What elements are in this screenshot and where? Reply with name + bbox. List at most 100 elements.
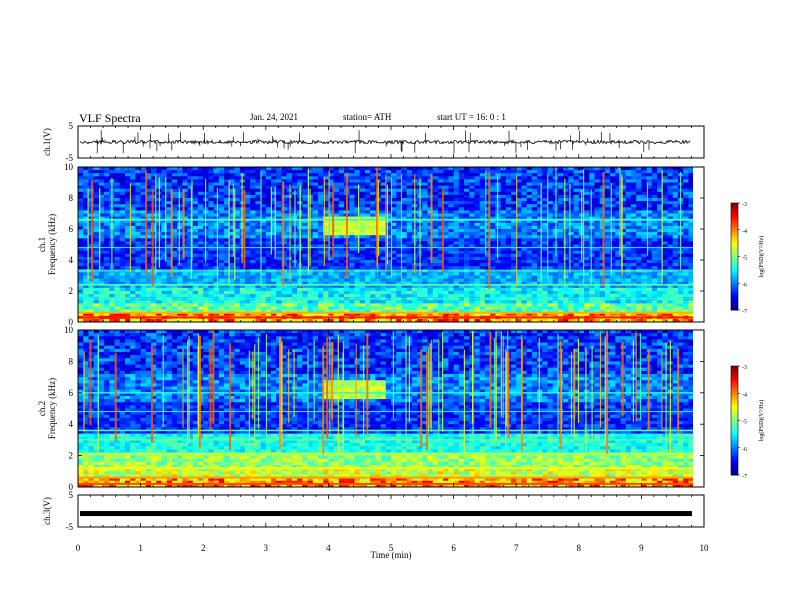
sferic-streak <box>199 335 201 449</box>
sferic-streak <box>265 334 268 437</box>
sferic-streak <box>114 352 117 441</box>
sferic-streak <box>420 349 423 448</box>
sferic-streak <box>83 351 85 432</box>
sferic-streak <box>99 187 101 271</box>
sferic-streak <box>158 177 160 268</box>
sferic-streak <box>323 178 325 266</box>
sferic-streak <box>463 349 465 454</box>
colorbar-tick-label: -6 <box>742 447 747 453</box>
sferic-streak <box>345 172 348 279</box>
x-tick-label: 7 <box>514 543 519 553</box>
sferic-streak <box>555 167 557 256</box>
sferic-streak <box>564 178 566 284</box>
sferic-streak <box>485 171 487 255</box>
sferic-streak <box>442 331 444 432</box>
colorbar-tick-label: -4 <box>742 392 747 398</box>
sferic-streak <box>428 347 430 434</box>
sferic-streak <box>331 341 334 421</box>
colorbar-tick-label: -5 <box>742 420 747 426</box>
colorbar-tick-label: -4 <box>742 229 747 235</box>
sferic-streak <box>332 183 335 258</box>
frequency-band <box>78 476 704 479</box>
x-axis-label: Time (min) <box>371 550 412 560</box>
sferic-streak <box>205 178 207 263</box>
sferic-streak <box>400 173 403 283</box>
sferic-streak <box>279 337 281 450</box>
sferic-streak <box>665 342 667 447</box>
waveform-panel-3 <box>80 511 692 517</box>
x-tick-label: 1 <box>138 543 143 553</box>
sferic-streak <box>191 179 193 261</box>
sferic-streak <box>151 346 153 443</box>
sferic-streak <box>165 177 167 263</box>
sferic-streak <box>216 187 218 291</box>
y-tick-label: 10 <box>64 325 74 335</box>
sferic-streak <box>274 186 276 259</box>
sferic-streak <box>182 189 185 260</box>
waveform-trace <box>79 139 691 145</box>
sferic-streak <box>425 351 428 451</box>
sferic-streak <box>111 177 113 270</box>
sferic-streak <box>299 189 301 288</box>
y-tick-label: 4 <box>69 255 74 265</box>
sferic-streak <box>408 336 410 423</box>
sferic-streak <box>599 333 602 428</box>
sferic-streak <box>441 188 444 273</box>
sferic-streak <box>639 333 642 420</box>
sferic-streak <box>209 347 212 431</box>
sferic-streak <box>610 182 612 276</box>
y-tick-label: 6 <box>69 388 74 398</box>
station-label: station= ATH <box>343 112 392 122</box>
sferic-streak <box>307 348 309 447</box>
colorbar-tick-label: -7 <box>742 474 747 480</box>
sferic-streak <box>280 343 282 433</box>
sferic-streak <box>270 187 272 255</box>
spectrogram-gap <box>693 330 704 487</box>
sferic-streak <box>500 331 502 418</box>
x-axis: 0 1 2 3 4 5 6 7 8 9 10 Time (min) <box>76 543 709 560</box>
sferic-streak <box>647 349 650 430</box>
y-tick-label: -5 <box>66 522 74 532</box>
frequency-band <box>78 429 704 432</box>
x-tick-label: 4 <box>326 543 331 553</box>
sferic-streak <box>635 331 637 422</box>
sferic-streak <box>288 349 290 424</box>
y-tick-label: 8 <box>69 193 74 203</box>
waveform-trace <box>80 511 692 517</box>
ylabel-panel-1: ch.1 Frequency (kHz) <box>37 214 57 275</box>
sferic-streak <box>581 190 583 261</box>
sferic-streak <box>282 181 285 287</box>
sferic-streak <box>234 188 236 281</box>
frequency-band <box>78 467 704 470</box>
sferic-streak <box>363 345 365 444</box>
y-tick-label: 10 <box>64 162 74 172</box>
x-tick-label: 3 <box>264 543 269 553</box>
colorbar-tick-label: -6 <box>742 282 747 288</box>
yaxis-panel-0: 5 -5 <box>66 121 704 163</box>
sferic-streak <box>621 177 623 276</box>
sferic-streak <box>505 349 507 451</box>
sferic-streak <box>569 183 571 274</box>
sferic-streak <box>197 333 200 438</box>
sferic-streak <box>313 339 315 421</box>
frequency-band <box>78 439 704 441</box>
y-tick-label: 4 <box>69 419 74 429</box>
sferic-streak <box>260 171 262 286</box>
sferic-streak <box>621 341 624 417</box>
sferic-streak <box>540 183 542 287</box>
sferic-streak <box>392 332 394 418</box>
sferic-streak <box>646 182 649 256</box>
colorbar-tick-label: -3 <box>742 365 747 371</box>
sferic-streak <box>145 170 148 275</box>
spectrogram-gap <box>693 167 704 322</box>
sferic-streak <box>257 337 260 430</box>
colorbar-tick-label: -3 <box>742 202 747 208</box>
sferic-streak <box>243 190 246 269</box>
sferic-streak <box>583 169 585 284</box>
sferic-streak <box>355 343 357 439</box>
sferic-streak <box>178 188 180 265</box>
sferic-streak <box>438 339 440 439</box>
sferic-streak <box>366 333 369 434</box>
sferic-streak <box>97 335 99 425</box>
